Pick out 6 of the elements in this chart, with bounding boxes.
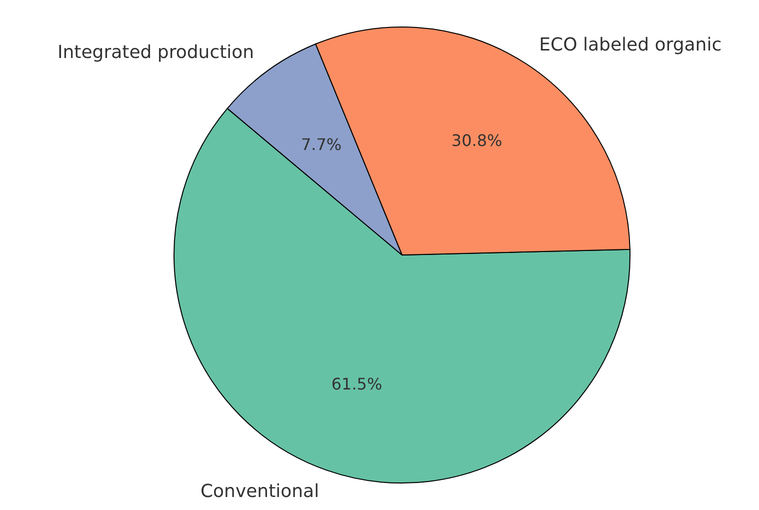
slice-label: Integrated production: [57, 42, 254, 63]
data-label: 30.8%: [451, 130, 502, 150]
slice-label: Conventional: [200, 481, 320, 502]
data-label: 7.7%: [300, 135, 342, 154]
data-label: 61.5%: [331, 374, 382, 394]
slice-label: ECO labeled organic: [539, 34, 722, 56]
